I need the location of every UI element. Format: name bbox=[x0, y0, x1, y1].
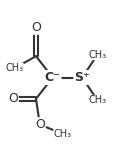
Text: CH₃: CH₃ bbox=[5, 63, 23, 73]
Text: CH₃: CH₃ bbox=[54, 129, 72, 139]
Text: O: O bbox=[31, 21, 41, 34]
Text: CH₃: CH₃ bbox=[89, 50, 107, 60]
Text: CH₃: CH₃ bbox=[89, 95, 107, 105]
Text: O: O bbox=[35, 118, 45, 131]
Text: O: O bbox=[8, 92, 18, 105]
Text: S⁺: S⁺ bbox=[74, 71, 90, 84]
Text: C⁻: C⁻ bbox=[45, 71, 61, 84]
